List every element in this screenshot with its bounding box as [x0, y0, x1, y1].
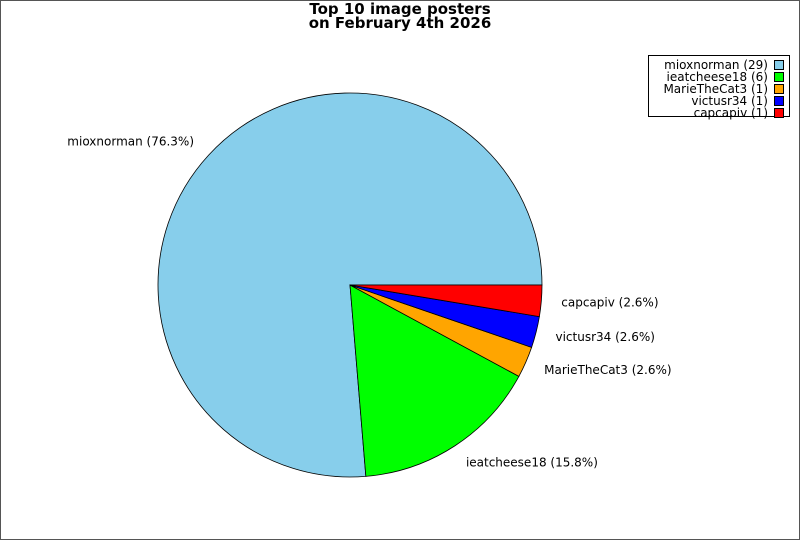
legend-label: capcapiv (1)	[693, 106, 768, 120]
legend-swatch	[774, 96, 784, 106]
chart-title: Top 10 image posters on February 4th 202…	[0, 0, 800, 32]
slice-label-mariethecat3: MarieTheCat3 (2.6%)	[544, 363, 671, 377]
legend-label: ieatcheese18 (6)	[666, 70, 768, 84]
slice-label-capcapiv: capcapiv (2.6%)	[561, 296, 658, 310]
legend-swatch	[774, 84, 784, 94]
slice-label-ieatcheese18: ieatcheese18 (15.8%)	[466, 455, 598, 469]
legend-swatch	[774, 60, 784, 70]
legend-item-victusr34: victusr34 (1)	[691, 95, 784, 107]
legend-label: mioxnorman (29)	[664, 58, 768, 72]
legend-item-ieatcheese18: ieatcheese18 (6)	[667, 71, 784, 83]
pie-slice-ieatcheese18	[349, 284, 520, 477]
legend-item-mariethecat3: MarieTheCat3 (1)	[663, 83, 784, 95]
chart-title-line-1: Top 10 image posters	[309, 0, 491, 18]
slice-label-mioxnorman: mioxnorman (76.3%)	[67, 134, 194, 148]
chart-legend: mioxnorman (29) ieatcheese18 (6) MarieTheC…	[648, 55, 790, 119]
legend-label: victusr34 (1)	[691, 94, 768, 108]
legend-swatch	[774, 108, 784, 118]
legend-swatch	[774, 72, 784, 82]
legend-item-mioxnorman: mioxnorman (29)	[664, 59, 784, 71]
legend-label: MarieTheCat3 (1)	[663, 82, 768, 96]
legend-item-capcapiv: capcapiv (1)	[694, 107, 784, 119]
pie-slice-capcapiv	[349, 284, 543, 318]
slice-label-victusr34: victusr34 (2.6%)	[556, 330, 655, 344]
chart-title-line-2: on February 4th 2026	[308, 14, 492, 32]
